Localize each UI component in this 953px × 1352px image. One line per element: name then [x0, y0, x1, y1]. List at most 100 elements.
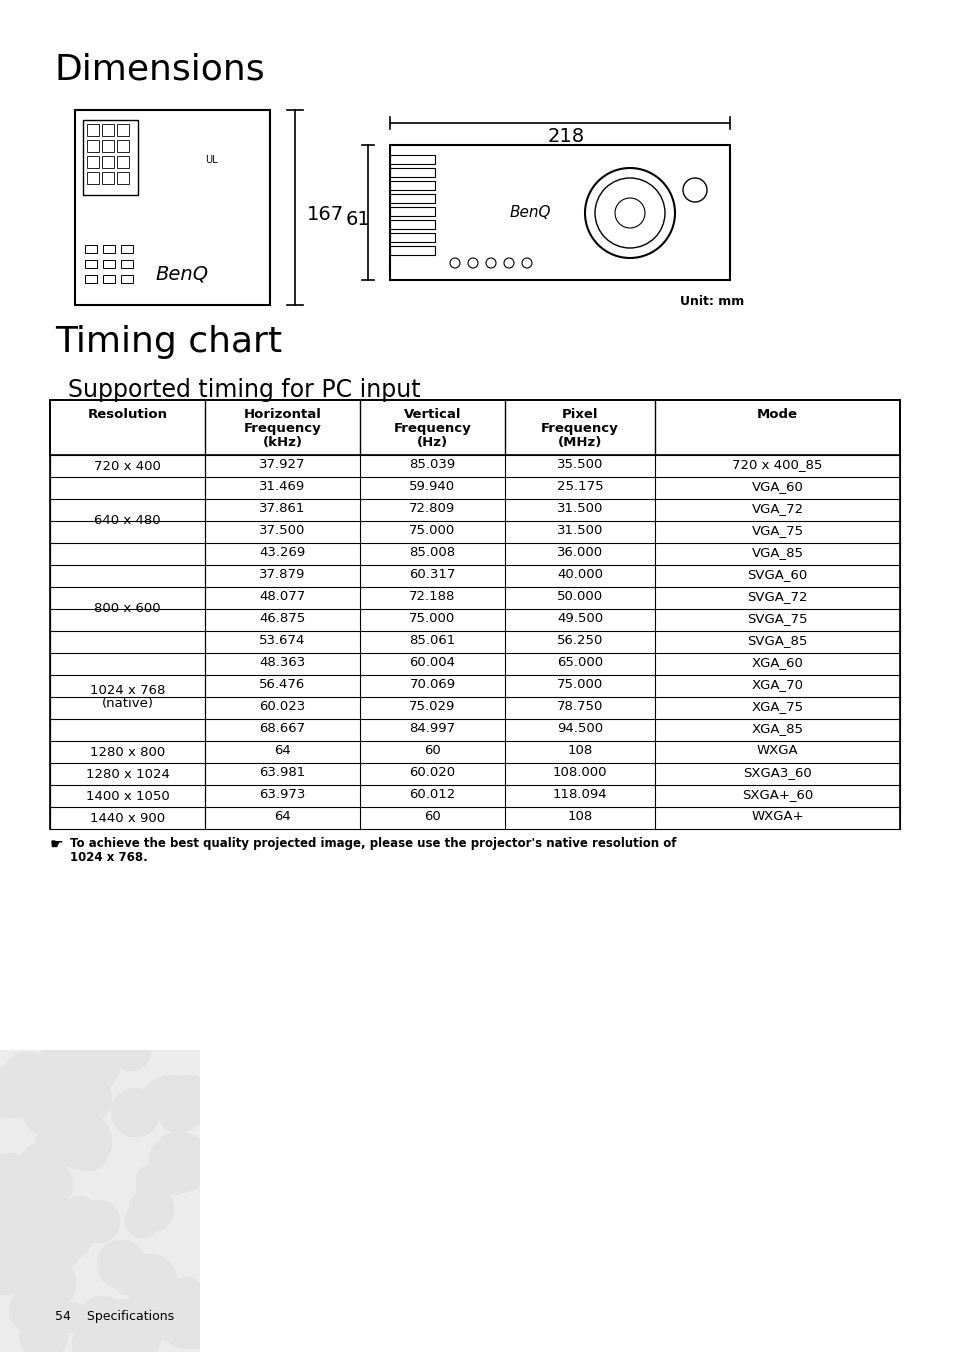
- Bar: [390, 246, 435, 256]
- Text: 1024 x 768.: 1024 x 768.: [70, 850, 148, 864]
- Text: 720 x 400_85: 720 x 400_85: [732, 458, 821, 472]
- Text: XGA_85: XGA_85: [751, 722, 802, 735]
- Bar: [85, 245, 97, 253]
- Text: XGA_70: XGA_70: [751, 679, 802, 691]
- Text: Horizontal: Horizontal: [243, 408, 321, 420]
- Text: SVGA_72: SVGA_72: [746, 591, 807, 603]
- Bar: [103, 274, 115, 283]
- Text: 64: 64: [274, 745, 291, 757]
- Bar: [87, 141, 99, 151]
- Bar: [102, 124, 113, 137]
- Text: BenQ: BenQ: [510, 206, 551, 220]
- Text: SVGA_75: SVGA_75: [746, 612, 807, 626]
- Text: 60.020: 60.020: [409, 767, 456, 780]
- Text: Dimensions: Dimensions: [55, 51, 265, 87]
- Text: 25.175: 25.175: [557, 480, 602, 493]
- Text: 1280 x 1024: 1280 x 1024: [86, 768, 170, 780]
- Text: 46.875: 46.875: [259, 612, 305, 626]
- Text: 94.500: 94.500: [557, 722, 602, 735]
- Bar: [121, 274, 132, 283]
- Text: 50.000: 50.000: [557, 591, 602, 603]
- Text: 75.000: 75.000: [409, 612, 456, 626]
- Text: 85.061: 85.061: [409, 634, 456, 648]
- Bar: [117, 141, 129, 151]
- Bar: [117, 124, 129, 137]
- Text: 56.250: 56.250: [557, 634, 602, 648]
- Bar: [75, 110, 270, 306]
- Text: WXGA: WXGA: [756, 745, 798, 757]
- Text: 37.879: 37.879: [259, 568, 305, 581]
- Text: Supported timing for PC input: Supported timing for PC input: [68, 379, 420, 402]
- Text: 40.000: 40.000: [557, 568, 602, 581]
- Bar: [85, 274, 97, 283]
- Text: SVGA_60: SVGA_60: [746, 568, 807, 581]
- Text: 56.476: 56.476: [259, 679, 305, 691]
- Text: 84.997: 84.997: [409, 722, 456, 735]
- Text: (kHz): (kHz): [262, 435, 302, 449]
- Bar: [121, 260, 132, 268]
- Text: 43.269: 43.269: [259, 546, 305, 560]
- Text: 1400 x 1050: 1400 x 1050: [86, 790, 170, 803]
- Text: 64: 64: [274, 810, 291, 823]
- Text: (native): (native): [101, 698, 153, 710]
- Text: VGA_60: VGA_60: [751, 480, 802, 493]
- Text: 37.861: 37.861: [259, 503, 305, 515]
- Text: 218: 218: [547, 127, 584, 146]
- Bar: [390, 233, 435, 242]
- Text: 85.039: 85.039: [409, 458, 456, 472]
- Text: 108: 108: [567, 745, 592, 757]
- Bar: [87, 172, 99, 184]
- Bar: [117, 155, 129, 168]
- Bar: [390, 181, 435, 191]
- Text: 31.469: 31.469: [259, 480, 305, 493]
- Text: SXGA3_60: SXGA3_60: [742, 767, 811, 780]
- Bar: [390, 168, 435, 177]
- Text: 37.927: 37.927: [259, 458, 305, 472]
- Text: 60: 60: [424, 745, 440, 757]
- Text: VGA_85: VGA_85: [751, 546, 802, 560]
- Text: 53.674: 53.674: [259, 634, 305, 648]
- Bar: [85, 260, 97, 268]
- Text: UL: UL: [205, 155, 217, 165]
- Bar: [102, 172, 113, 184]
- Text: 75.000: 75.000: [409, 525, 456, 538]
- Bar: [87, 155, 99, 168]
- Bar: [103, 245, 115, 253]
- Bar: [117, 172, 129, 184]
- Bar: [390, 145, 729, 280]
- Bar: [102, 141, 113, 151]
- Bar: [50, 400, 899, 456]
- Text: 48.363: 48.363: [259, 657, 305, 669]
- Text: BenQ: BenQ: [154, 265, 208, 284]
- Text: SVGA_85: SVGA_85: [746, 634, 807, 648]
- Text: Frequency: Frequency: [394, 422, 471, 435]
- Text: 720 x 400: 720 x 400: [94, 460, 161, 472]
- Text: 72.188: 72.188: [409, 591, 456, 603]
- Text: 800 x 600: 800 x 600: [94, 603, 161, 615]
- Bar: [103, 260, 115, 268]
- Text: Unit: mm: Unit: mm: [679, 295, 743, 308]
- Text: 63.973: 63.973: [259, 788, 305, 802]
- Text: 31.500: 31.500: [557, 503, 602, 515]
- Bar: [121, 245, 132, 253]
- Text: 108.000: 108.000: [552, 767, 607, 780]
- Text: Frequency: Frequency: [540, 422, 618, 435]
- Text: 35.500: 35.500: [557, 458, 602, 472]
- Text: Mode: Mode: [757, 408, 797, 420]
- Text: XGA_60: XGA_60: [751, 657, 802, 669]
- Bar: [390, 207, 435, 216]
- Text: 65.000: 65.000: [557, 657, 602, 669]
- Text: 37.500: 37.500: [259, 525, 305, 538]
- Text: WXGA+: WXGA+: [750, 810, 803, 823]
- Bar: [390, 193, 435, 203]
- Text: 1024 x 768: 1024 x 768: [90, 684, 165, 698]
- Text: VGA_72: VGA_72: [751, 503, 802, 515]
- Text: 61: 61: [346, 210, 371, 228]
- Text: VGA_75: VGA_75: [751, 525, 802, 538]
- Text: Vertical: Vertical: [403, 408, 460, 420]
- Text: Pixel: Pixel: [561, 408, 598, 420]
- Text: 68.667: 68.667: [259, 722, 305, 735]
- Text: Frequency: Frequency: [243, 422, 321, 435]
- Text: 31.500: 31.500: [557, 525, 602, 538]
- Text: 63.981: 63.981: [259, 767, 305, 780]
